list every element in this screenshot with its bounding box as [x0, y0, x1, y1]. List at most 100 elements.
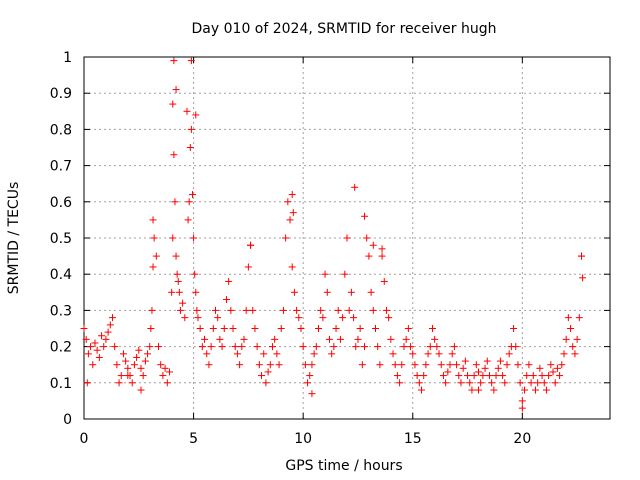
data-point	[420, 372, 428, 380]
data-point	[173, 270, 181, 278]
data-point	[374, 343, 382, 351]
y-tick-label: 0.1	[50, 376, 72, 392]
data-point	[80, 325, 88, 332]
data-point	[240, 335, 248, 343]
data-point	[216, 335, 224, 343]
data-point	[385, 314, 393, 322]
data-point	[496, 357, 504, 365]
data-point	[330, 343, 338, 351]
data-point	[435, 350, 443, 358]
data-point	[319, 314, 327, 322]
data-point	[190, 234, 198, 242]
data-point	[516, 379, 524, 387]
data-point	[378, 252, 386, 260]
data-point	[108, 314, 116, 322]
data-point	[113, 361, 121, 369]
data-point	[363, 234, 371, 242]
data-point	[387, 335, 395, 343]
data-point	[271, 335, 279, 343]
data-point	[468, 386, 476, 394]
data-point	[137, 386, 145, 394]
data-point	[396, 379, 404, 387]
data-point	[485, 372, 493, 380]
data-point	[297, 325, 305, 332]
data-point	[184, 216, 192, 224]
data-point	[483, 357, 491, 365]
axis-ticks	[83, 56, 610, 420]
data-point	[170, 151, 178, 159]
data-points	[80, 57, 587, 412]
data-point	[378, 245, 386, 253]
data-point	[266, 361, 274, 369]
data-point	[104, 328, 112, 336]
data-point	[124, 372, 132, 380]
data-point	[106, 321, 114, 329]
data-point	[95, 353, 103, 361]
data-point	[347, 288, 355, 296]
y-tick-label: 1	[63, 50, 72, 66]
data-point	[334, 306, 342, 314]
y-tick-label: 0.6	[50, 195, 72, 211]
data-point	[172, 86, 180, 94]
data-point	[312, 343, 320, 351]
data-point	[148, 306, 156, 314]
data-point	[442, 379, 450, 387]
data-point	[251, 325, 259, 332]
y-tick-labels: 0 0.1 0.2 0.3 0.4 0.5 0.6 0.7 0.8 0.9 1	[50, 50, 72, 428]
data-point	[315, 325, 323, 332]
data-point	[531, 386, 539, 394]
data-point	[203, 350, 211, 358]
x-tick-label: 20	[513, 431, 531, 447]
data-point	[198, 343, 206, 351]
data-point	[102, 335, 110, 343]
data-point	[289, 209, 297, 217]
data-point	[431, 335, 439, 343]
data-point	[275, 361, 283, 369]
data-point	[325, 335, 333, 343]
data-point	[135, 346, 143, 354]
data-point	[209, 325, 217, 332]
data-point	[290, 288, 298, 296]
data-point	[492, 372, 500, 380]
data-point	[472, 361, 480, 369]
data-point	[393, 372, 401, 380]
data-point	[139, 372, 147, 380]
data-point	[244, 263, 252, 271]
data-point	[258, 372, 266, 380]
data-point	[558, 361, 566, 369]
data-point	[575, 314, 583, 322]
data-point	[137, 364, 145, 372]
data-point	[345, 306, 353, 314]
data-point	[183, 107, 191, 115]
data-point	[569, 343, 577, 351]
data-point	[119, 350, 127, 358]
data-point	[301, 361, 309, 369]
data-point	[536, 364, 544, 372]
y-axis-title: SRMTID / TECUs	[6, 182, 22, 295]
data-point	[361, 343, 369, 351]
data-point	[404, 325, 412, 332]
data-point	[323, 288, 331, 296]
data-point	[475, 368, 482, 376]
data-point	[321, 270, 329, 278]
data-point	[179, 299, 187, 307]
data-point	[521, 386, 529, 394]
data-point	[115, 379, 123, 387]
data-point	[376, 361, 384, 369]
data-point	[284, 198, 292, 206]
data-point	[171, 198, 179, 206]
data-point	[161, 364, 169, 372]
data-point	[481, 364, 489, 372]
data-point	[231, 343, 239, 351]
data-point	[529, 372, 537, 380]
data-point	[83, 379, 91, 387]
y-tick-label: 0.4	[50, 267, 72, 283]
data-point	[389, 350, 397, 358]
data-point	[98, 332, 106, 340]
data-point	[488, 379, 496, 387]
data-point	[185, 198, 193, 206]
data-point	[93, 346, 101, 354]
data-point	[369, 306, 377, 314]
data-point	[446, 361, 454, 369]
data-point	[187, 57, 195, 65]
